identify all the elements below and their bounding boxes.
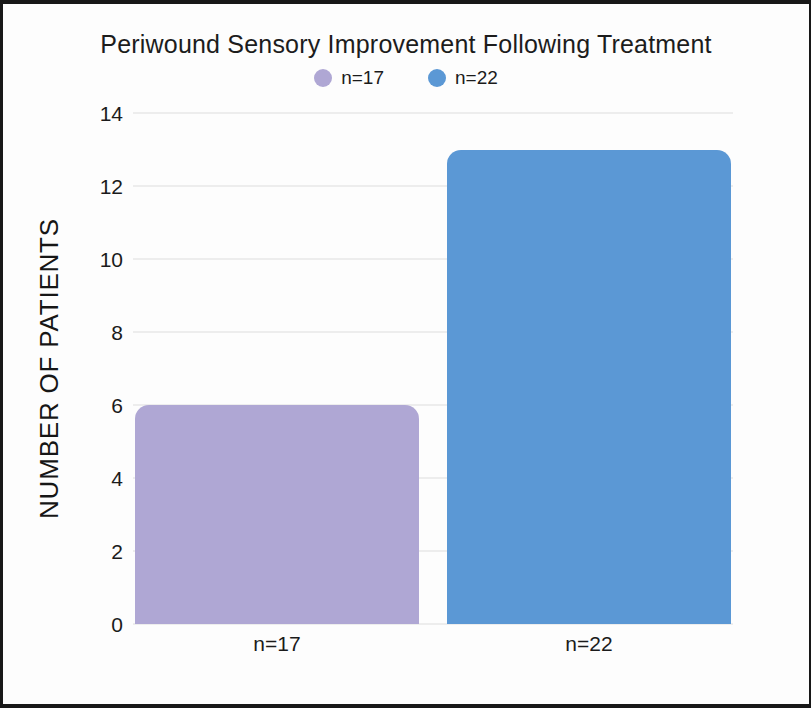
legend-label: n=22 [455, 67, 498, 89]
y-tick-label: 10 [73, 249, 123, 270]
bar-n=22 [447, 150, 731, 625]
y-tick-label: 12 [73, 176, 123, 197]
y-tick-col: 02468101214 [73, 113, 123, 624]
bar-slot [135, 113, 419, 624]
y-axis-title-text: NUMBER OF PATIENTS [34, 218, 65, 519]
y-tick-label: 8 [73, 322, 123, 343]
legend: n=17 n=22 [3, 67, 809, 89]
y-tick-label: 2 [73, 541, 123, 562]
legend-swatch [428, 69, 446, 87]
y-tick-label: 0 [73, 614, 123, 635]
y-axis-title: NUMBER OF PATIENTS [21, 113, 77, 624]
legend-item: n=17 [314, 67, 384, 89]
y-tick-label: 14 [73, 103, 123, 124]
bar-n=17 [135, 405, 419, 624]
bar-slot [447, 113, 731, 624]
y-tick-label: 4 [73, 468, 123, 489]
legend-label: n=17 [341, 67, 384, 89]
chart-title: Periwound Sensory Improvement Following … [3, 30, 809, 59]
legend-item: n=22 [428, 67, 498, 89]
x-tick-label: n=17 [135, 632, 419, 656]
plot-area [133, 113, 733, 624]
legend-swatch [314, 69, 332, 87]
y-tick-label: 6 [73, 395, 123, 416]
bar-row [133, 113, 733, 624]
x-axis-labels: n=17 n=22 [133, 632, 733, 656]
chart-frame: Periwound Sensory Improvement Following … [0, 0, 811, 708]
x-tick-label: n=22 [447, 632, 731, 656]
